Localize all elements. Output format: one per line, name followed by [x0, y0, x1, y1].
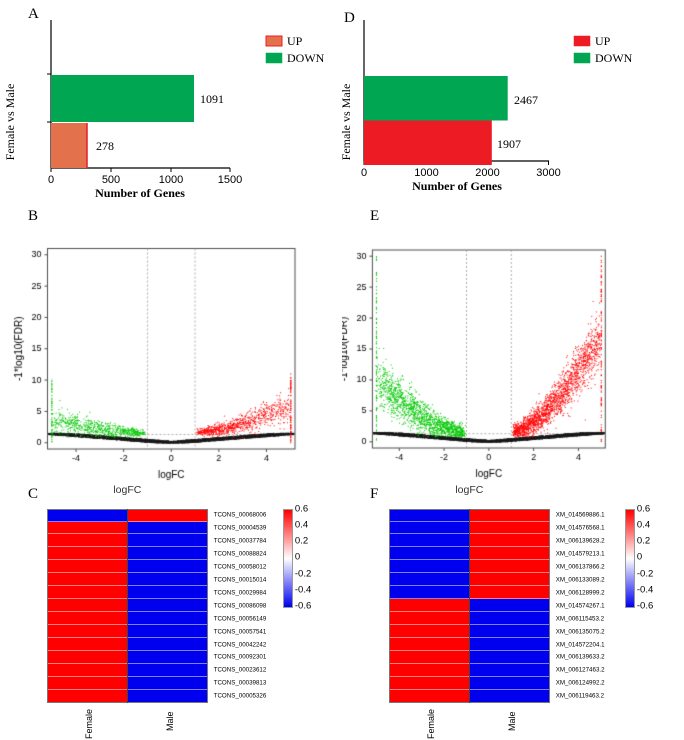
svg-text:1500: 1500	[218, 174, 242, 186]
svg-text:1907: 1907	[497, 137, 521, 151]
svg-text:DOWN: DOWN	[287, 51, 325, 65]
svg-text:278: 278	[96, 139, 114, 153]
svg-text:500: 500	[102, 174, 120, 186]
svg-text:0: 0	[48, 174, 54, 186]
svg-text:0: 0	[361, 167, 367, 179]
svg-text:2467: 2467	[514, 93, 538, 107]
svg-text:Number of Genes: Number of Genes	[412, 179, 502, 193]
svg-text:2000: 2000	[475, 167, 499, 179]
svg-text:1091: 1091	[200, 92, 224, 106]
svg-text:Female vs Male: Female vs Male	[3, 84, 17, 161]
svg-text:UP: UP	[287, 34, 303, 48]
svg-text:DOWN: DOWN	[595, 51, 633, 65]
svg-text:3000: 3000	[536, 167, 560, 179]
svg-text:1000: 1000	[414, 167, 438, 179]
svg-text:Number of Genes: Number of Genes	[95, 186, 185, 200]
svg-text:UP: UP	[595, 34, 611, 48]
svg-text:1000: 1000	[159, 174, 183, 186]
svg-text:Female vs Male: Female vs Male	[339, 84, 353, 161]
